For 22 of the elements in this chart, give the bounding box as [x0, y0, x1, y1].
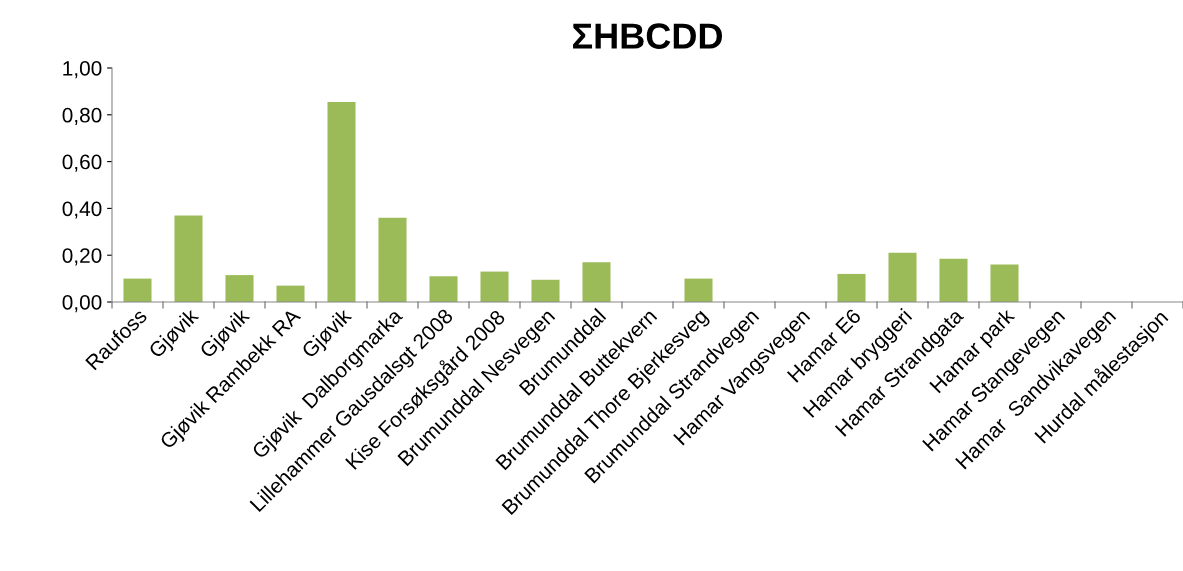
- bar: [429, 276, 458, 302]
- y-tick-label: 1,00: [63, 61, 102, 79]
- bar: [480, 271, 509, 302]
- chart-title: ΣHBCDD: [573, 23, 723, 49]
- y-tick-label: 0,00: [62, 295, 102, 313]
- bar: [531, 279, 560, 302]
- bar: [837, 273, 866, 302]
- bar: [276, 285, 305, 302]
- bar: [939, 258, 968, 302]
- y-tick-label: 0,80: [62, 107, 102, 126]
- bar: [327, 101, 356, 302]
- bar: [378, 217, 407, 302]
- y-tick-label: 0,20: [62, 248, 102, 266]
- bar: [582, 262, 611, 302]
- bar: [990, 264, 1019, 302]
- bar: [225, 275, 254, 302]
- bar: [888, 252, 917, 302]
- bar: [123, 278, 152, 302]
- y-tick-label: 0,40: [62, 201, 102, 219]
- bar: [174, 215, 203, 302]
- bar: [684, 278, 713, 302]
- y-tick-label: 0,60: [62, 154, 102, 172]
